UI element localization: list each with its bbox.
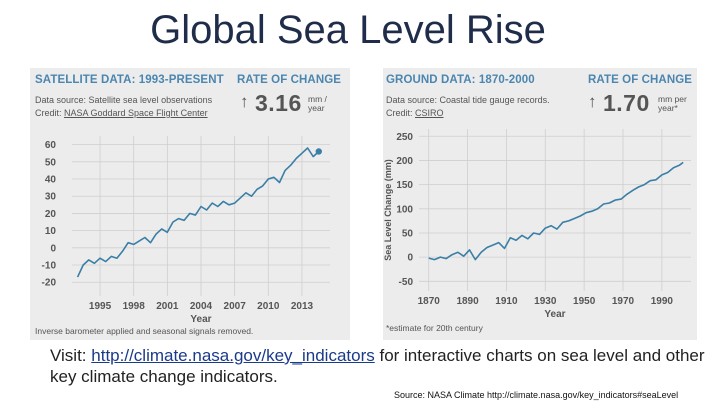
satellite-y-tick-label: -10 <box>42 261 57 272</box>
satellite-y-tick-label: 40 <box>45 175 57 186</box>
satellite-note: Inverse barometer applied and seasonal s… <box>35 326 254 336</box>
up-arrow-icon: ↑ <box>588 92 597 111</box>
ground-y-tick-label: 50 <box>402 228 414 239</box>
ground-chart-panel: GROUND DATA: 1870-2000 RATE OF CHANGE Da… <box>383 68 697 340</box>
ground-note: *estimate for 20th century <box>386 323 483 333</box>
satellite-y-tick-label: -20 <box>42 278 57 289</box>
ground-y-tick-label: 100 <box>396 204 413 215</box>
ground-x-tick-label: 1930 <box>534 296 557 307</box>
satellite-rate-unit: mm / year <box>308 94 327 113</box>
ground-y-tick-label: -50 <box>399 277 414 288</box>
ground-y-tick-label: 150 <box>396 180 413 191</box>
satellite-x-tick-label: 2007 <box>224 301 247 312</box>
satellite-x-tick-label: 2010 <box>257 301 280 312</box>
satellite-y-tick-label: 20 <box>45 209 57 220</box>
ground-x-tick-label: 1990 <box>651 296 674 307</box>
page-title: Global Sea Level Rise <box>150 8 546 52</box>
satellite-series-line <box>76 147 320 278</box>
ground-y-tick-label: 200 <box>396 156 413 167</box>
ground-y-axis-label: Sea Level Change (mm) <box>383 159 393 261</box>
ground-rate-heading: RATE OF CHANGE <box>588 74 693 86</box>
satellite-x-axis-label: Year <box>190 314 211 325</box>
satellite-y-tick-label: 0 <box>50 243 56 254</box>
ground-sea-level-chart: 250 200 150 100 50 0 -50 1870 1890 1910 1930 1950 19… <box>383 129 691 320</box>
satellite-y-tick-label: 50 <box>45 157 57 168</box>
satellite-rate-heading: RATE OF CHANGE <box>237 74 342 86</box>
ground-rate-value: 1.70 <box>603 90 650 116</box>
ground-chart-title: GROUND DATA: 1870-2000 <box>386 74 535 86</box>
satellite-y-tick-label: 30 <box>45 192 57 203</box>
satellite-x-tick-label: 2013 <box>291 301 314 312</box>
satellite-x-tick-label: 1998 <box>123 301 146 312</box>
ground-series-line <box>428 161 684 261</box>
key-indicators-link[interactable]: http://climate.nasa.gov/key_indicators <box>91 346 375 365</box>
ground-x-tick-label: 1890 <box>456 296 479 307</box>
up-arrow-icon: ↑ <box>240 92 249 111</box>
ground-y-tick-label: 250 <box>396 132 413 143</box>
ground-x-tick-label: 1910 <box>495 296 518 307</box>
ground-credit: Credit: CSIRO <box>386 108 444 118</box>
satellite-y-tick-label: 60 <box>45 140 57 151</box>
ground-y-tick-label: 0 <box>407 253 413 264</box>
ground-source: Data source: Coastal tide gauge records. <box>386 95 550 105</box>
satellite-chart-title: SATELLITE DATA: 1993-PRESENT <box>35 74 224 86</box>
satellite-x-tick-label: 2001 <box>156 301 179 312</box>
satellite-x-tick-label: 2004 <box>190 301 213 312</box>
ground-credit-link[interactable]: CSIRO <box>415 108 444 118</box>
satellite-rate-value: 3.16 <box>255 90 302 116</box>
ground-rate-unit: mm per year* <box>658 94 687 113</box>
ground-x-axis-label: Year <box>544 309 565 320</box>
ground-x-tick-label: 1970 <box>612 296 635 307</box>
satellite-end-point <box>315 148 322 155</box>
ground-x-tick-label: 1950 <box>573 296 596 307</box>
satellite-source: Data source: Satellite sea level observa… <box>35 95 213 105</box>
ground-x-tick-label: 1870 <box>418 296 441 307</box>
satellite-credit-link[interactable]: NASA Goddard Space Flight Center <box>64 108 208 118</box>
source-credit: Source: NASA Climate http://climate.nasa… <box>394 390 679 400</box>
satellite-chart-panel: SATELLITE DATA: 1993-PRESENT RATE OF CHA… <box>30 68 350 340</box>
footer-text: Visit: http://climate.nasa.gov/key_indic… <box>50 346 705 386</box>
satellite-x-tick-label: 1995 <box>89 301 112 312</box>
satellite-credit: Credit: NASA Goddard Space Flight Center <box>35 108 208 118</box>
satellite-y-tick-label: 10 <box>45 226 57 237</box>
